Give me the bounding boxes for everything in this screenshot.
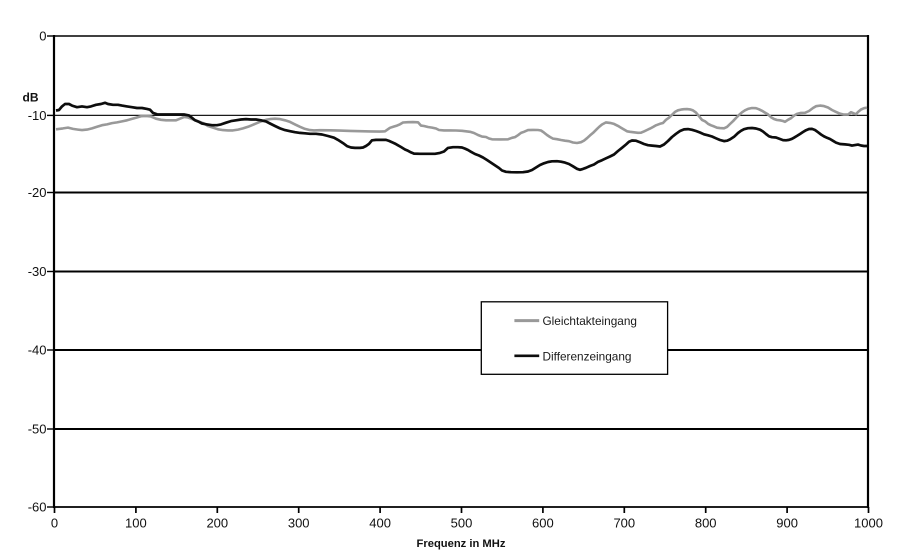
svg-text:700: 700: [613, 516, 635, 531]
svg-text:Frequenz in MHz: Frequenz in MHz: [417, 538, 506, 550]
svg-text:1000: 1000: [854, 516, 883, 531]
svg-text:-10: -10: [28, 108, 47, 123]
svg-text:-60: -60: [28, 499, 47, 514]
svg-text:400: 400: [369, 516, 391, 531]
svg-text:-40: -40: [28, 342, 47, 357]
svg-text:600: 600: [532, 516, 554, 531]
svg-text:100: 100: [125, 516, 147, 531]
svg-text:Differenzeingang: Differenzeingang: [543, 349, 632, 363]
svg-text:300: 300: [288, 516, 310, 531]
svg-text:-50: -50: [28, 421, 47, 436]
svg-text:900: 900: [776, 516, 798, 531]
svg-text:800: 800: [695, 516, 717, 531]
svg-text:200: 200: [206, 516, 228, 531]
svg-text:500: 500: [451, 516, 473, 531]
svg-text:0: 0: [39, 28, 46, 43]
svg-text:-20: -20: [28, 185, 47, 200]
svg-text:Gleichtakteingang: Gleichtakteingang: [543, 314, 637, 328]
svg-text:-30: -30: [28, 264, 47, 279]
svg-text:dB: dB: [23, 90, 39, 104]
svg-text:0: 0: [51, 516, 58, 531]
